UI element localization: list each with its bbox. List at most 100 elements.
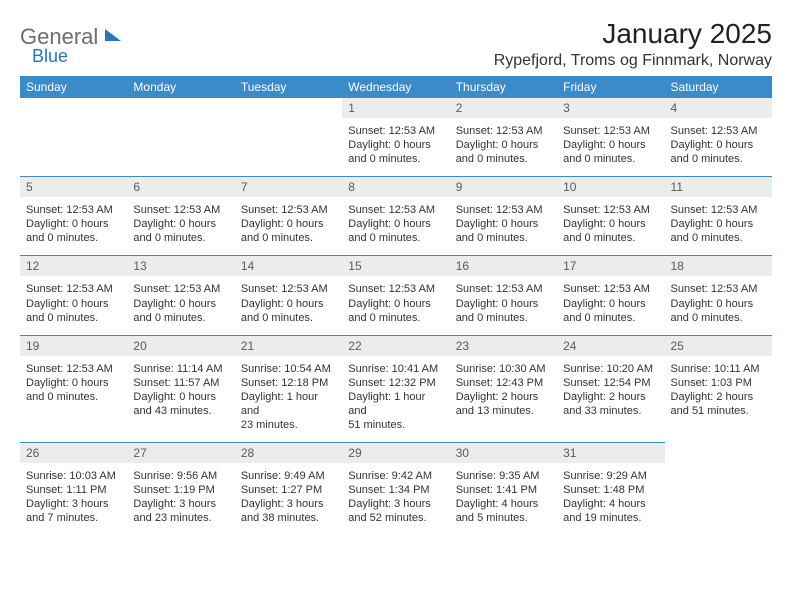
calendar-row: 5Sunset: 12:53 AMDaylight: 0 hoursand 0 … bbox=[20, 176, 772, 255]
day-detail: Sunset: 12:53 AMDaylight: 0 hoursand 0 m… bbox=[557, 118, 664, 176]
day-number: 8 bbox=[342, 176, 449, 197]
day-detail: Sunset: 12:53 AMDaylight: 0 hoursand 0 m… bbox=[665, 197, 772, 255]
logo-text-blue: Blue bbox=[32, 46, 68, 67]
day-detail: Sunrise: 9:29 AMSunset: 1:48 PMDaylight:… bbox=[557, 463, 664, 535]
day-number: 2 bbox=[450, 98, 557, 118]
day-detail: Sunrise: 10:03 AMSunset: 1:11 PMDaylight… bbox=[20, 463, 127, 535]
calendar-cell: 7Sunset: 12:53 AMDaylight: 0 hoursand 0 … bbox=[235, 176, 342, 255]
day-number: 6 bbox=[127, 176, 234, 197]
day-number: 4 bbox=[665, 98, 772, 118]
month-title: January 2025 bbox=[494, 18, 772, 50]
day-detail: Sunset: 12:53 AMDaylight: 0 hoursand 0 m… bbox=[665, 118, 772, 176]
day-number: 29 bbox=[342, 442, 449, 463]
day-detail bbox=[665, 462, 772, 516]
calendar-cell: 19Sunset: 12:53 AMDaylight: 0 hoursand 0… bbox=[20, 335, 127, 442]
calendar-cell: 20Sunrise: 11:14 AMSunset: 11:57 AMDayli… bbox=[127, 335, 234, 442]
calendar-cell: 26Sunrise: 10:03 AMSunset: 1:11 PMDaylig… bbox=[20, 442, 127, 535]
day-number: 23 bbox=[450, 335, 557, 356]
day-number: 30 bbox=[450, 442, 557, 463]
day-number bbox=[20, 98, 127, 118]
calendar-row: 26Sunrise: 10:03 AMSunset: 1:11 PMDaylig… bbox=[20, 442, 772, 535]
day-number: 31 bbox=[557, 442, 664, 463]
day-detail bbox=[127, 118, 234, 172]
calendar-cell: 4Sunset: 12:53 AMDaylight: 0 hoursand 0 … bbox=[665, 98, 772, 176]
calendar-row: 12Sunset: 12:53 AMDaylight: 0 hoursand 0… bbox=[20, 255, 772, 334]
day-detail: Sunrise: 10:41 AMSunset: 12:32 PMDayligh… bbox=[342, 356, 449, 442]
day-number: 3 bbox=[557, 98, 664, 118]
calendar-cell: 16Sunset: 12:53 AMDaylight: 0 hoursand 0… bbox=[450, 255, 557, 334]
day-detail bbox=[235, 118, 342, 172]
day-detail: Sunrise: 9:56 AMSunset: 1:19 PMDaylight:… bbox=[127, 463, 234, 535]
calendar-cell: 10Sunset: 12:53 AMDaylight: 0 hoursand 0… bbox=[557, 176, 664, 255]
weekday-header: Monday bbox=[127, 76, 234, 98]
calendar-cell: 18Sunset: 12:53 AMDaylight: 0 hoursand 0… bbox=[665, 255, 772, 334]
calendar-cell: 17Sunset: 12:53 AMDaylight: 0 hoursand 0… bbox=[557, 255, 664, 334]
calendar-cell: 28Sunrise: 9:49 AMSunset: 1:27 PMDayligh… bbox=[235, 442, 342, 535]
calendar-row: 19Sunset: 12:53 AMDaylight: 0 hoursand 0… bbox=[20, 335, 772, 442]
day-detail: Sunrise: 9:42 AMSunset: 1:34 PMDaylight:… bbox=[342, 463, 449, 535]
calendar-cell: 14Sunset: 12:53 AMDaylight: 0 hoursand 0… bbox=[235, 255, 342, 334]
day-number: 13 bbox=[127, 255, 234, 276]
calendar-cell: 5Sunset: 12:53 AMDaylight: 0 hoursand 0 … bbox=[20, 176, 127, 255]
weekday-header: Tuesday bbox=[235, 76, 342, 98]
calendar-cell: 27Sunrise: 9:56 AMSunset: 1:19 PMDayligh… bbox=[127, 442, 234, 535]
day-detail: Sunrise: 10:54 AMSunset: 12:18 PMDayligh… bbox=[235, 356, 342, 442]
day-number: 19 bbox=[20, 335, 127, 356]
calendar-cell: 3Sunset: 12:53 AMDaylight: 0 hoursand 0 … bbox=[557, 98, 664, 176]
calendar-cell: 11Sunset: 12:53 AMDaylight: 0 hoursand 0… bbox=[665, 176, 772, 255]
day-number: 20 bbox=[127, 335, 234, 356]
weekday-header: Wednesday bbox=[342, 76, 449, 98]
weekday-header: Saturday bbox=[665, 76, 772, 98]
day-number: 25 bbox=[665, 335, 772, 356]
location: Rypefjord, Troms og Finnmark, Norway bbox=[494, 52, 772, 70]
day-number: 7 bbox=[235, 176, 342, 197]
day-detail: Sunrise: 10:30 AMSunset: 12:43 PMDayligh… bbox=[450, 356, 557, 428]
day-detail: Sunset: 12:53 AMDaylight: 0 hoursand 0 m… bbox=[450, 118, 557, 176]
day-detail: Sunset: 12:53 AMDaylight: 0 hoursand 0 m… bbox=[557, 276, 664, 334]
day-number bbox=[127, 98, 234, 118]
calendar-cell: 15Sunset: 12:53 AMDaylight: 0 hoursand 0… bbox=[342, 255, 449, 334]
logo-triangle-icon bbox=[105, 29, 121, 41]
day-detail bbox=[20, 118, 127, 172]
day-number: 28 bbox=[235, 442, 342, 463]
day-number: 11 bbox=[665, 176, 772, 197]
day-detail: Sunset: 12:53 AMDaylight: 0 hoursand 0 m… bbox=[665, 276, 772, 334]
calendar-cell: 29Sunrise: 9:42 AMSunset: 1:34 PMDayligh… bbox=[342, 442, 449, 535]
calendar-cell: 30Sunrise: 9:35 AMSunset: 1:41 PMDayligh… bbox=[450, 442, 557, 535]
calendar-cell: 12Sunset: 12:53 AMDaylight: 0 hoursand 0… bbox=[20, 255, 127, 334]
day-detail: Sunset: 12:53 AMDaylight: 0 hoursand 0 m… bbox=[557, 197, 664, 255]
calendar-cell: 13Sunset: 12:53 AMDaylight: 0 hoursand 0… bbox=[127, 255, 234, 334]
day-number: 26 bbox=[20, 442, 127, 463]
calendar-cell: 9Sunset: 12:53 AMDaylight: 0 hoursand 0 … bbox=[450, 176, 557, 255]
day-number: 21 bbox=[235, 335, 342, 356]
day-detail: Sunset: 12:53 AMDaylight: 0 hoursand 0 m… bbox=[20, 276, 127, 334]
day-number: 24 bbox=[557, 335, 664, 356]
calendar-cell: 25Sunrise: 10:11 AMSunset: 1:03 PMDaylig… bbox=[665, 335, 772, 442]
calendar-cell bbox=[235, 98, 342, 176]
day-number: 12 bbox=[20, 255, 127, 276]
day-detail: Sunset: 12:53 AMDaylight: 0 hoursand 0 m… bbox=[127, 276, 234, 334]
day-detail: Sunrise: 9:49 AMSunset: 1:27 PMDaylight:… bbox=[235, 463, 342, 535]
day-number: 27 bbox=[127, 442, 234, 463]
day-detail: Sunset: 12:53 AMDaylight: 0 hoursand 0 m… bbox=[450, 276, 557, 334]
day-detail: Sunset: 12:53 AMDaylight: 0 hoursand 0 m… bbox=[20, 197, 127, 255]
calendar-cell: 24Sunrise: 10:20 AMSunset: 12:54 PMDayli… bbox=[557, 335, 664, 442]
calendar-cell: 21Sunrise: 10:54 AMSunset: 12:18 PMDayli… bbox=[235, 335, 342, 442]
weekday-header: Friday bbox=[557, 76, 664, 98]
day-detail: Sunrise: 10:20 AMSunset: 12:54 PMDayligh… bbox=[557, 356, 664, 428]
calendar-cell: 23Sunrise: 10:30 AMSunset: 12:43 PMDayli… bbox=[450, 335, 557, 442]
day-number: 18 bbox=[665, 255, 772, 276]
day-detail: Sunset: 12:53 AMDaylight: 0 hoursand 0 m… bbox=[20, 356, 127, 414]
calendar-row: 1Sunset: 12:53 AMDaylight: 0 hoursand 0 … bbox=[20, 98, 772, 176]
day-number: 15 bbox=[342, 255, 449, 276]
header: General Blue January 2025 Rypefjord, Tro… bbox=[20, 18, 772, 70]
day-detail: Sunset: 12:53 AMDaylight: 0 hoursand 0 m… bbox=[450, 197, 557, 255]
calendar-cell: 31Sunrise: 9:29 AMSunset: 1:48 PMDayligh… bbox=[557, 442, 664, 535]
day-detail: Sunset: 12:53 AMDaylight: 0 hoursand 0 m… bbox=[342, 276, 449, 334]
calendar-cell: 2Sunset: 12:53 AMDaylight: 0 hoursand 0 … bbox=[450, 98, 557, 176]
day-detail: Sunset: 12:53 AMDaylight: 0 hoursand 0 m… bbox=[342, 197, 449, 255]
day-number bbox=[665, 442, 772, 462]
day-number: 5 bbox=[20, 176, 127, 197]
calendar-cell bbox=[665, 442, 772, 535]
calendar-table: Sunday Monday Tuesday Wednesday Thursday… bbox=[20, 76, 772, 535]
